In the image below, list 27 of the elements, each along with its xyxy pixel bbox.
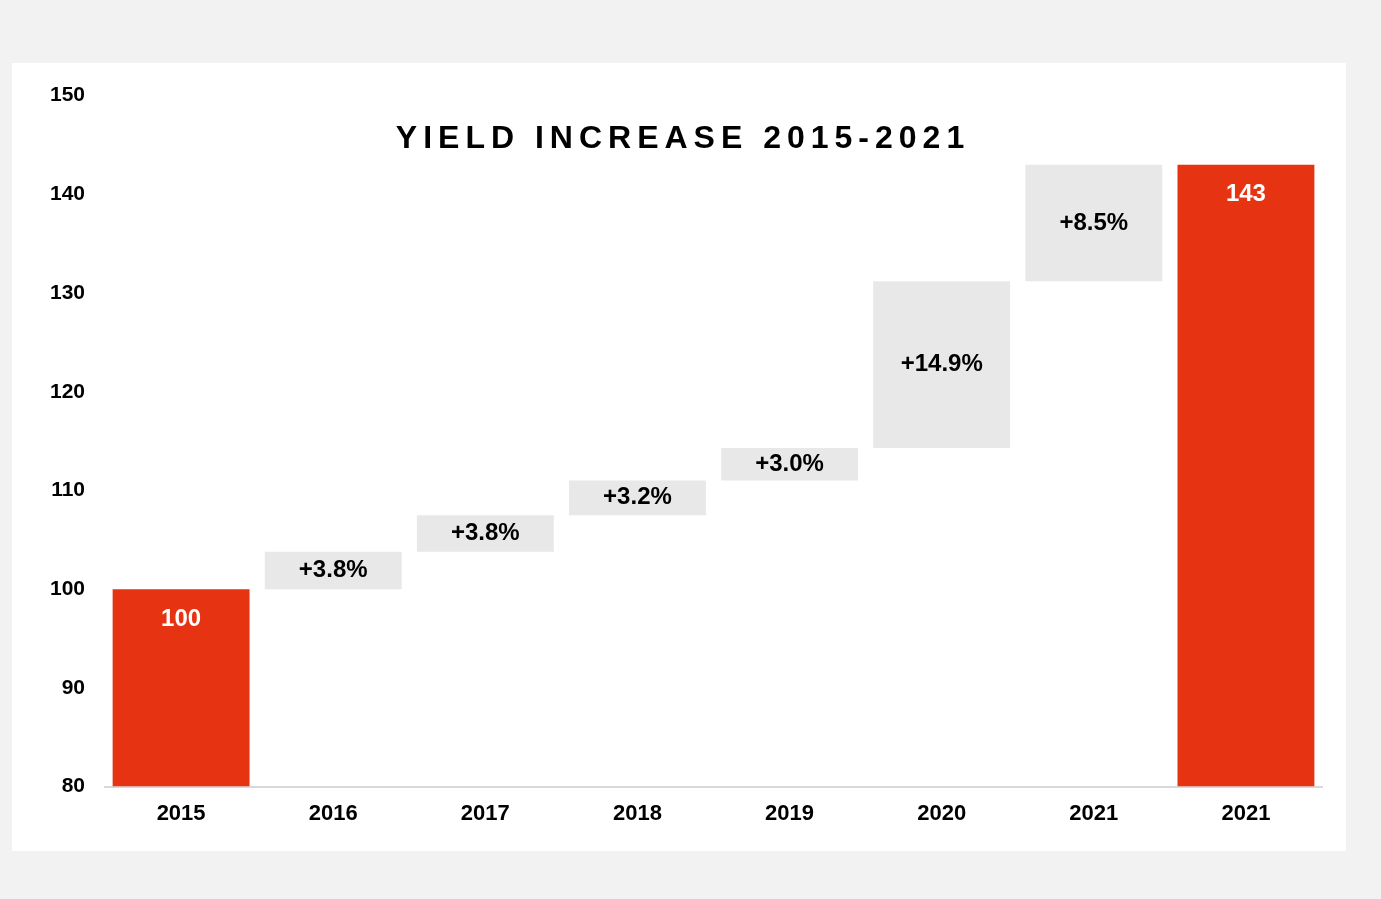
data-label: 100 [161, 603, 202, 631]
y-tick-label: 130 [49, 279, 86, 303]
annotation: +8.5% [1059, 207, 1129, 235]
y-tick-label: 140 [49, 181, 86, 205]
y-tick-label: 150 [49, 82, 86, 106]
data-label: 143 [1225, 179, 1266, 207]
y-tick-label: 120 [49, 378, 86, 402]
annotation: +14.9% [900, 349, 983, 377]
x-tick-label: 2017 [460, 799, 510, 825]
y-tick-label: 100 [49, 575, 86, 599]
annotation: +3.2% [603, 482, 672, 510]
x-tick-label: 2018 [612, 799, 662, 825]
bar [1177, 164, 1315, 787]
annotation: +3.8% [450, 518, 520, 546]
x-tick-label: 2021 [1221, 799, 1271, 825]
bar [112, 589, 250, 787]
x-tick-label: 2021 [1069, 799, 1119, 825]
annotation: +3.0% [755, 448, 824, 476]
x-tick-label: 2016 [308, 799, 358, 825]
x-tick-label: 2020 [917, 799, 967, 825]
y-tick-label: 80 [61, 773, 86, 797]
x-tick-label: 2015 [156, 799, 206, 825]
x-tick-label: 2019 [765, 799, 815, 825]
text: YIELD INCREASE 2015-2021 [395, 118, 971, 155]
y-tick-label: 110 [51, 477, 86, 501]
y-tick-label: 90 [61, 674, 86, 698]
annotation: +3.8% [298, 555, 368, 583]
